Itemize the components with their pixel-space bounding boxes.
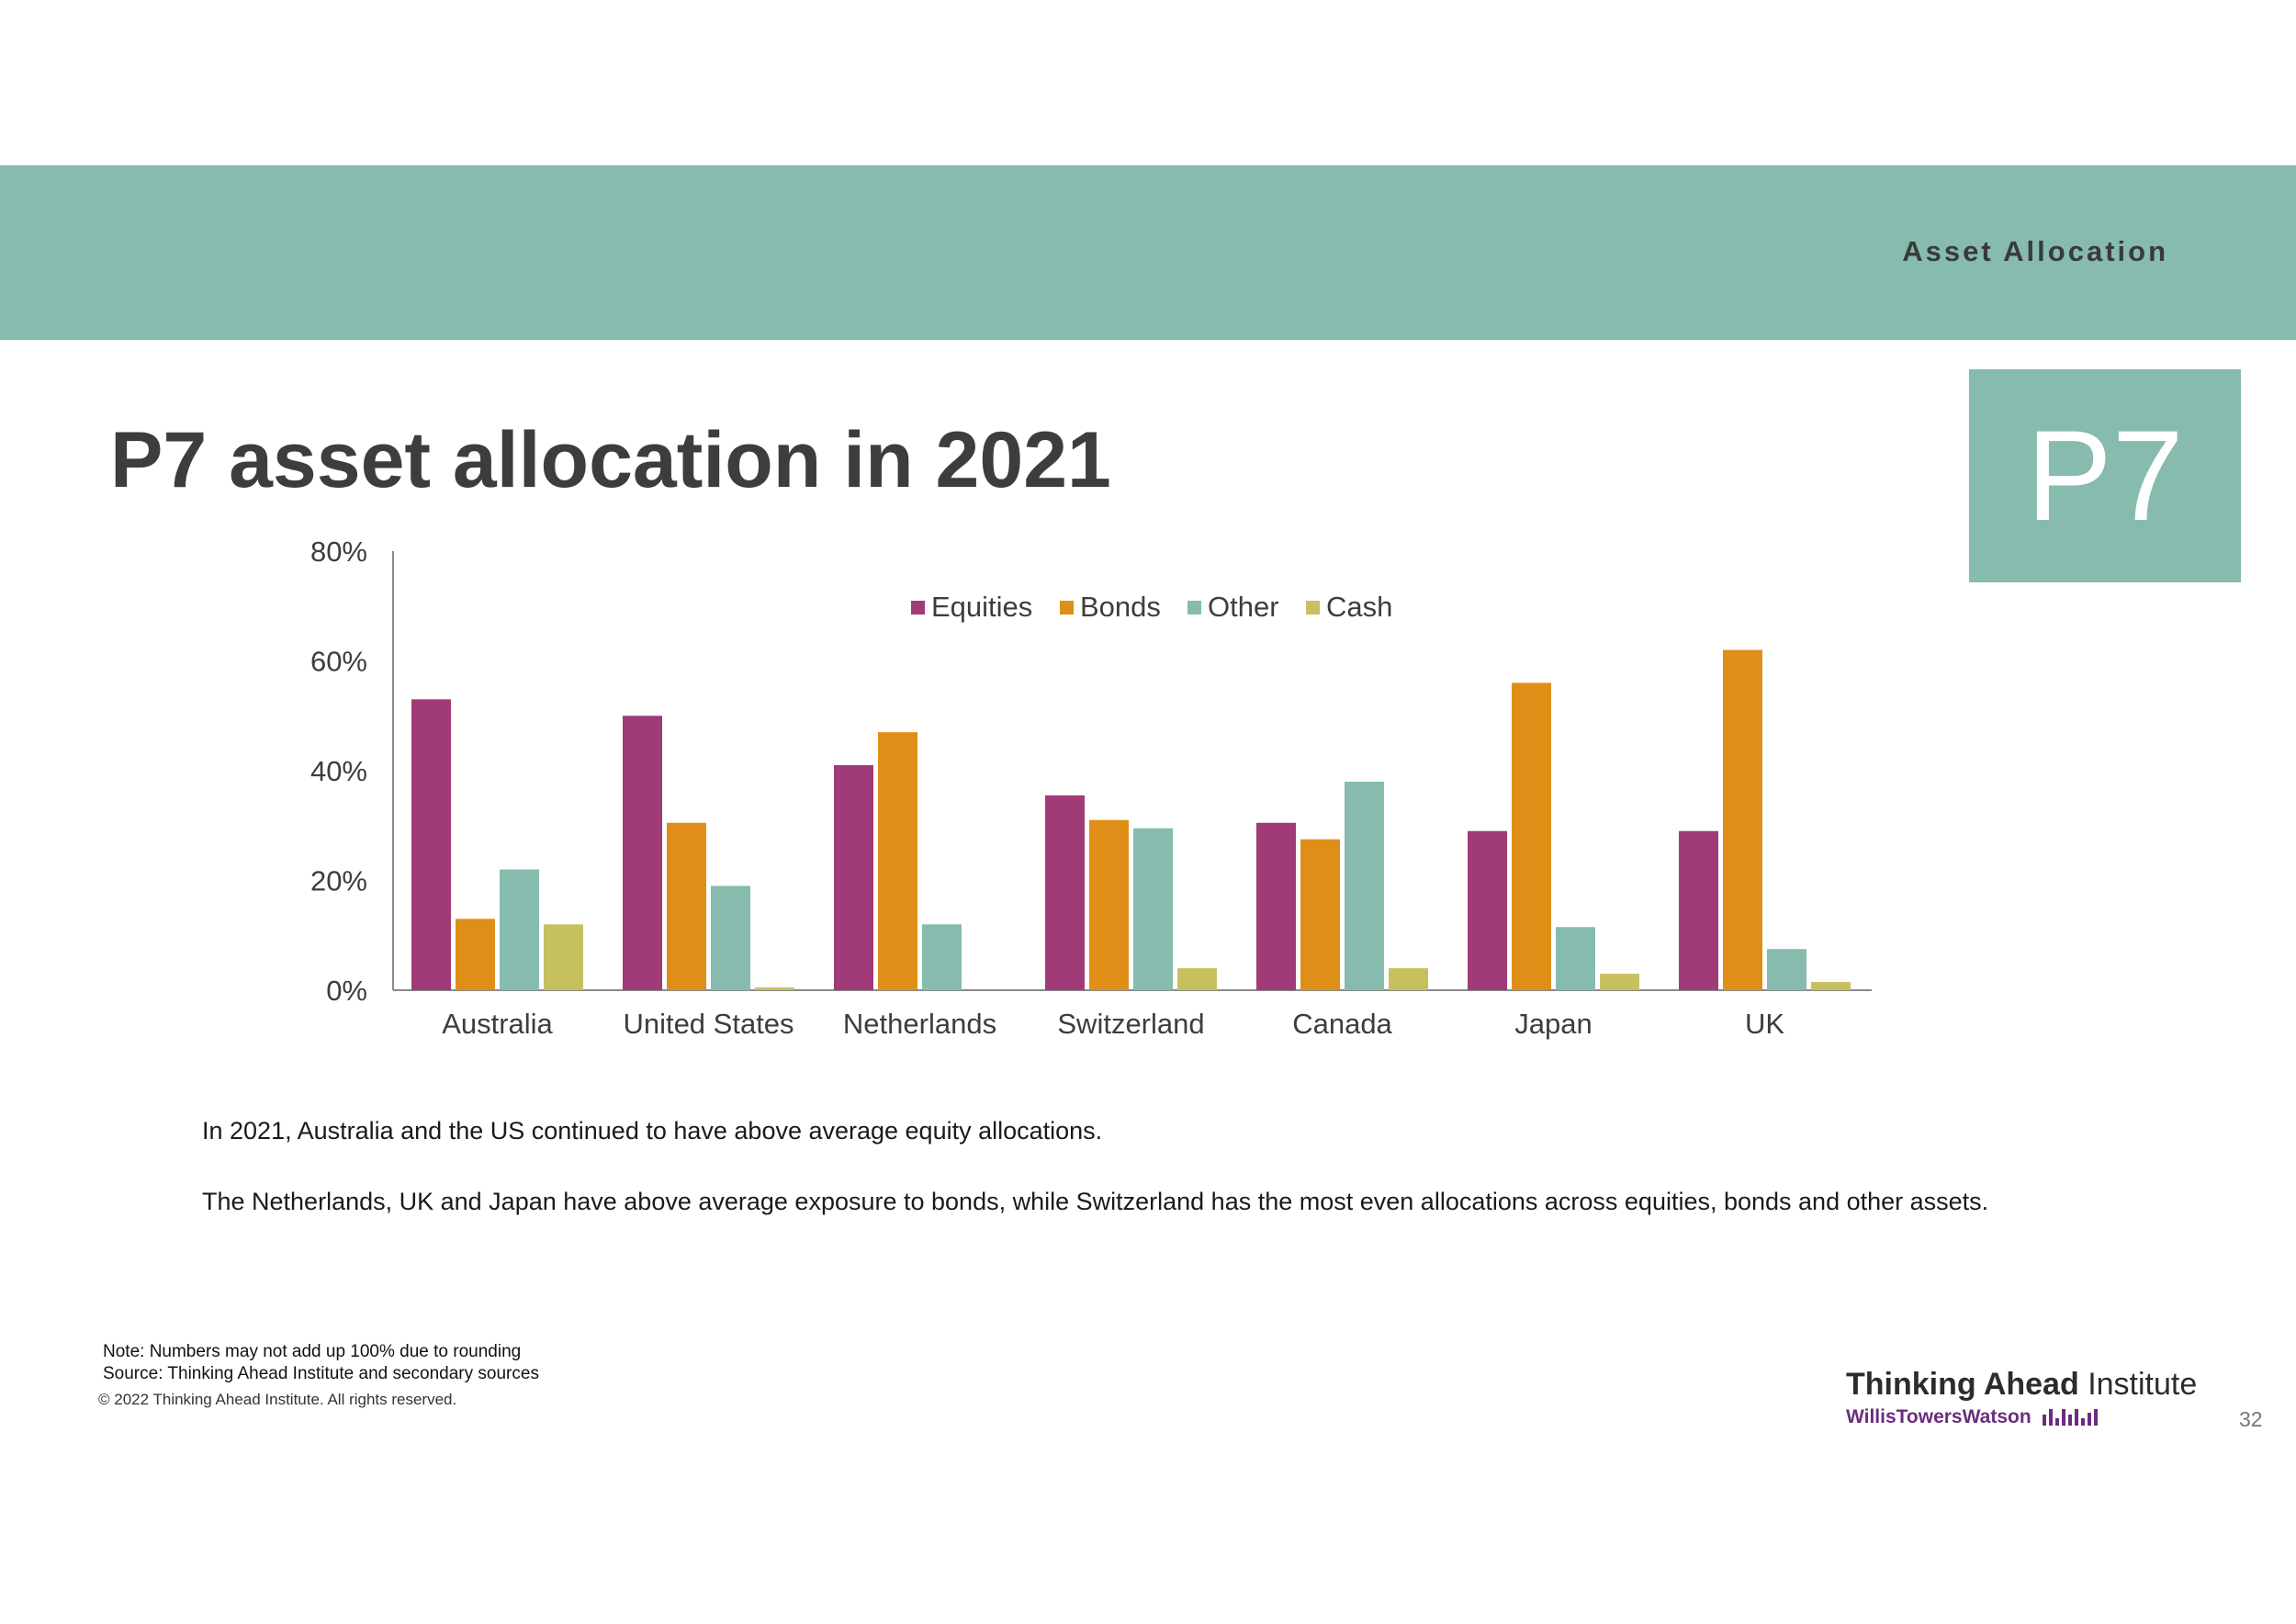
bar-equities	[1256, 822, 1296, 990]
y-tick-label: 80%	[310, 536, 367, 568]
header-banner	[0, 165, 2296, 340]
chart-labels: 0% 20% 40% 60% 80% Australia United States Neth…	[310, 536, 1784, 1040]
x-tick-label: Japan	[1514, 1008, 1592, 1040]
bar-equities	[623, 716, 662, 990]
bar-chart: 0% 20% 40% 60% 80% Australia United States Neth…	[310, 536, 1872, 1040]
bar-other	[500, 869, 539, 990]
bar-cash	[1177, 968, 1217, 990]
y-tick-label: 0%	[326, 975, 367, 1007]
chart-legend: Equities Bonds Other Cash	[911, 591, 1392, 623]
bar-other	[922, 924, 962, 990]
page-number: 32	[2239, 1407, 2263, 1431]
wtw-bars-icon	[2042, 1409, 2098, 1426]
chart-bars	[411, 649, 1851, 990]
bar-bonds	[667, 822, 706, 990]
logo-sub-text: WillisTowersWatson	[1846, 1406, 2032, 1427]
footnote-source: Source: Thinking Ahead Institute and sec…	[103, 1364, 539, 1383]
code-badge: P7	[1969, 369, 2241, 582]
bar-bonds	[1723, 649, 1762, 990]
bar-equities	[834, 765, 873, 990]
bar-other	[1767, 949, 1806, 990]
logo-wordmark: Thinking Ahead Institute	[1846, 1367, 2197, 1403]
bar-equities	[1679, 830, 1718, 990]
bar-bonds	[1089, 819, 1129, 990]
x-tick-label: UK	[1745, 1008, 1784, 1040]
logo-bold-text: Thinking Ahead	[1846, 1367, 2079, 1402]
section-label: Asset Allocation	[1902, 235, 2168, 267]
bar-cash	[755, 987, 794, 990]
x-tick-label: Australia	[442, 1008, 553, 1040]
legend-label: Cash	[1326, 591, 1392, 623]
footnote-note: Note: Numbers may not add up 100% due to…	[103, 1342, 522, 1361]
logo-rest-text: Institute	[2078, 1367, 2198, 1402]
bar-cash	[544, 924, 583, 990]
bar-other	[1556, 927, 1595, 990]
y-tick-label: 20%	[310, 865, 367, 897]
bar-other	[711, 885, 750, 990]
thinking-ahead-logo: Thinking Ahead Institute WillisTowersWat…	[1846, 1367, 2197, 1428]
bar-equities	[1468, 830, 1507, 990]
bar-cash	[1600, 974, 1639, 990]
legend-swatch	[1306, 601, 1320, 615]
bar-equities	[411, 699, 451, 990]
bar-bonds	[878, 732, 917, 990]
bar-bonds	[456, 919, 495, 990]
bar-cash	[1811, 982, 1851, 990]
body-paragraph-1: In 2021, Australia and the US continued …	[202, 1117, 1103, 1145]
x-tick-label: United States	[623, 1008, 793, 1040]
bar-bonds	[1300, 839, 1340, 990]
bar-bonds	[1512, 682, 1551, 990]
legend-swatch	[1060, 601, 1074, 615]
legend-label: Equities	[931, 591, 1032, 623]
y-tick-label: 60%	[310, 646, 367, 678]
y-tick-label: 40%	[310, 755, 367, 787]
legend-label: Other	[1208, 591, 1279, 623]
legend-swatch	[1187, 601, 1201, 615]
bar-other	[1133, 828, 1173, 990]
x-tick-label: Netherlands	[843, 1008, 996, 1040]
body-paragraph-2: The Netherlands, UK and Japan have above…	[202, 1188, 1989, 1215]
wtw-logo: WillisTowersWatson	[1846, 1406, 2197, 1428]
x-tick-label: Switzerland	[1057, 1008, 1204, 1040]
bar-cash	[1389, 968, 1428, 990]
x-tick-label: Canada	[1292, 1008, 1392, 1040]
copyright: © 2022 Thinking Ahead Institute. All rig…	[98, 1391, 457, 1408]
legend-swatch	[911, 601, 925, 615]
page-title: P7 asset allocation in 2021	[110, 416, 1111, 504]
legend-label: Bonds	[1080, 591, 1161, 623]
bar-equities	[1045, 795, 1085, 990]
bar-other	[1345, 781, 1384, 990]
